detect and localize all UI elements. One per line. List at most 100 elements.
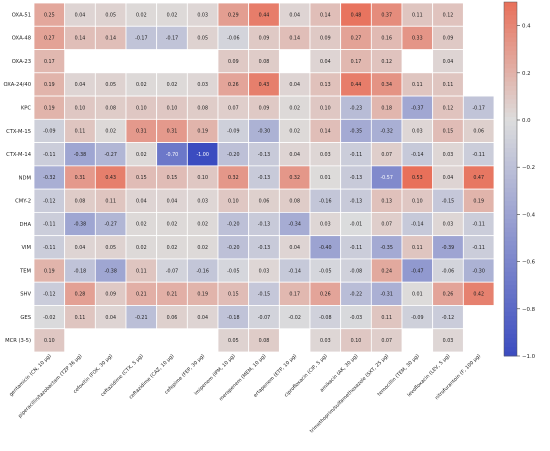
cell-value-label: 0.01 (320, 175, 331, 181)
cell-value-label: 0.08 (105, 105, 116, 111)
cell-value-label: -0.11 (350, 152, 362, 158)
heatmap-cell (370, 328, 403, 353)
colorbar-segment (504, 214, 517, 220)
cell-value-label: 0.15 (167, 175, 178, 181)
cell-value-label: 0.12 (443, 105, 454, 111)
cell-value-label: -0.21 (135, 315, 147, 321)
cell-value-label: -0.11 (43, 152, 55, 158)
cell-value-label: -0.70 (166, 152, 178, 158)
cell-value-label: -0.23 (350, 105, 362, 111)
cell-value-label: 0.14 (320, 129, 331, 135)
cell-value-label: 0.08 (289, 198, 300, 204)
cell-value-label: 0.34 (381, 82, 392, 88)
cell-value-label: 0.09 (259, 105, 270, 111)
colorbar-segment (504, 24, 517, 29)
cell-value-label: 0.05 (105, 12, 116, 18)
colorbar-segment (504, 32, 517, 38)
cell-value-label: 0.10 (351, 338, 362, 344)
cell-value-label: 0.02 (289, 105, 300, 111)
cell-value-label: 0.11 (381, 315, 392, 321)
cell-value-label: -0.27 (104, 222, 116, 228)
cell-value-label: 0.10 (228, 198, 239, 204)
cell-value-label: -0.07 (166, 268, 178, 274)
colorbar-segment (504, 240, 517, 246)
cell-value-label: -0.16 (319, 198, 331, 204)
cell-value-label: 0.03 (443, 338, 454, 344)
cell-value-label: 0.02 (167, 12, 178, 18)
cell-value-label: 0.37 (381, 12, 392, 18)
cell-value-label: 0.44 (351, 82, 362, 88)
cell-value-label: 0.04 (75, 245, 86, 251)
cell-value-label: 0.21 (136, 292, 147, 298)
cell-value-label: 0.09 (443, 36, 454, 42)
heatmap-cell (33, 328, 66, 353)
cell-value-label: 0.47 (473, 175, 484, 181)
cell-value-label: -0.39 (442, 245, 454, 251)
cell-value-label: 0.08 (197, 105, 208, 111)
cell-value-label: -0.31 (380, 292, 392, 298)
cell-value-label: 0.11 (136, 268, 147, 274)
cell-value-label: -0.07 (258, 315, 270, 321)
cell-value-label: 0.31 (75, 175, 86, 181)
colorbar-tick-label: −0.2 (522, 165, 535, 171)
colorbar-segment (504, 267, 517, 273)
colorbar-segment (504, 320, 517, 326)
cell-value-label: 0.06 (259, 198, 270, 204)
cell-value-label: 0.02 (136, 12, 147, 18)
colorbar-segment (504, 263, 517, 268)
colorbar-segment (504, 174, 517, 180)
cell-value-label: 0.01 (412, 292, 423, 298)
cell-value-label: 0.13 (381, 198, 392, 204)
colorbar-segment (504, 302, 517, 308)
cell-value-label: 0.11 (443, 82, 454, 88)
cell-value-label: 0.05 (228, 338, 239, 344)
cell-value-label: -0.11 (43, 222, 55, 228)
cell-value-label: -0.05 (319, 268, 331, 274)
colorbar-segment (504, 139, 517, 144)
colorbar-tick-label: −0.8 (522, 307, 536, 313)
cell-value-label: 0.53 (412, 175, 423, 181)
cell-value-label: 0.09 (105, 292, 116, 298)
cell-value-label: 0.10 (167, 105, 178, 111)
cell-value-label: 0.08 (259, 338, 270, 344)
colorbar-segment (504, 183, 517, 189)
cell-value-label: 0.44 (259, 12, 270, 18)
cell-value-label: -0.38 (74, 222, 86, 228)
colorbar-segment (504, 161, 517, 167)
cell-value-label: -0.12 (43, 198, 55, 204)
cell-value-label: -0.08 (319, 315, 331, 321)
colorbar-segment (504, 72, 517, 78)
colorbar-segment (504, 205, 517, 211)
cell-value-label: -0.13 (258, 245, 270, 251)
colorbar-segment (504, 201, 517, 206)
cell-value-label: 0.31 (167, 129, 178, 135)
cell-value-label: 0.10 (197, 175, 208, 181)
column-label: piperacillin/tazobactam (TZP 36 µg) (17, 353, 83, 419)
cell-value-label: 0.02 (105, 129, 116, 135)
cell-value-label: 0.19 (44, 105, 55, 111)
cell-value-label: 0.04 (289, 82, 300, 88)
cell-value-label: -0.14 (411, 222, 423, 228)
cell-value-label: -0.06 (227, 36, 239, 42)
cell-value-label: -0.13 (258, 152, 270, 158)
cell-value-label: 0.10 (44, 338, 55, 344)
colorbar-segment (504, 236, 517, 242)
cell-value-label: 0.43 (259, 82, 270, 88)
cell-value-label: -0.30 (472, 268, 484, 274)
cell-value-label: 0.04 (136, 198, 147, 204)
cell-value-label: -0.38 (74, 152, 86, 158)
colorbar-segment (504, 121, 517, 127)
cell-value-label: 0.03 (320, 338, 331, 344)
cell-value-label: -0.11 (472, 222, 484, 228)
cell-value-label: -0.17 (472, 105, 484, 111)
cell-value-label: 0.27 (44, 36, 55, 42)
cell-value-label: 0.04 (75, 12, 86, 18)
cell-value-label: 0.11 (412, 245, 423, 251)
cell-value-label: 0.42 (473, 292, 484, 298)
cell-value-label: -0.09 (43, 129, 55, 135)
row-label: CMY-2 (15, 199, 31, 205)
colorbar-segment (504, 347, 517, 352)
colorbar-segment (504, 103, 517, 109)
colorbar-tick-label: 0.0 (522, 118, 531, 124)
cell-value-label: 0.04 (167, 198, 178, 204)
